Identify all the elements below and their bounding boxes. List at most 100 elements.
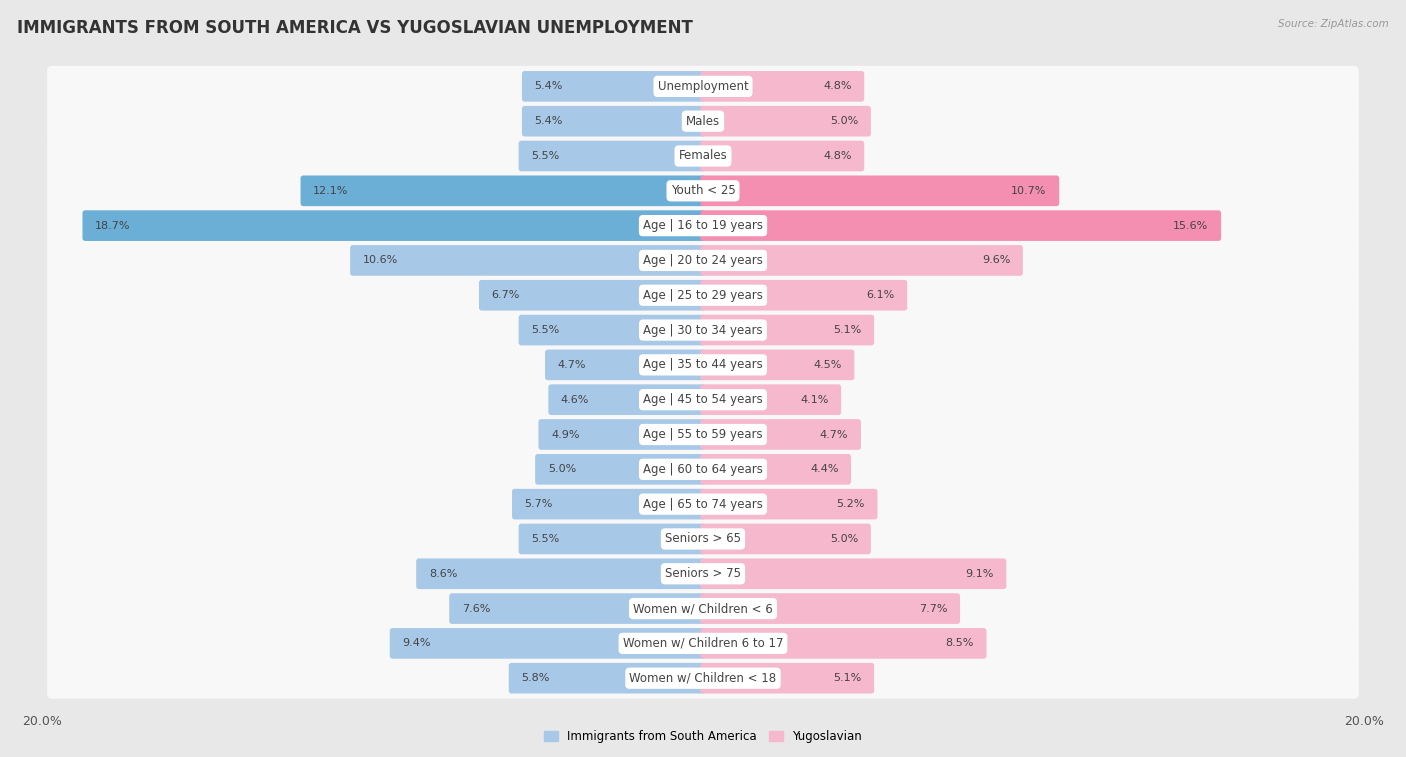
FancyBboxPatch shape <box>700 419 860 450</box>
Text: 4.8%: 4.8% <box>823 81 852 92</box>
FancyBboxPatch shape <box>700 141 865 171</box>
FancyBboxPatch shape <box>48 310 1358 350</box>
Text: 4.8%: 4.8% <box>823 151 852 161</box>
Text: Age | 35 to 44 years: Age | 35 to 44 years <box>643 358 763 372</box>
FancyBboxPatch shape <box>48 553 1358 594</box>
Text: Source: ZipAtlas.com: Source: ZipAtlas.com <box>1278 19 1389 29</box>
FancyBboxPatch shape <box>48 170 1358 211</box>
FancyBboxPatch shape <box>48 205 1358 246</box>
Text: 5.0%: 5.0% <box>830 534 858 544</box>
FancyBboxPatch shape <box>83 210 706 241</box>
FancyBboxPatch shape <box>700 176 1059 206</box>
Text: 4.4%: 4.4% <box>810 464 838 475</box>
FancyBboxPatch shape <box>700 280 907 310</box>
Text: 10.7%: 10.7% <box>1011 185 1046 196</box>
FancyBboxPatch shape <box>700 315 875 345</box>
FancyBboxPatch shape <box>700 385 841 415</box>
Text: 5.4%: 5.4% <box>534 81 562 92</box>
Text: 4.7%: 4.7% <box>558 360 586 370</box>
Text: 5.1%: 5.1% <box>834 325 862 335</box>
FancyBboxPatch shape <box>522 71 706 101</box>
FancyBboxPatch shape <box>350 245 706 276</box>
FancyBboxPatch shape <box>416 559 706 589</box>
Text: IMMIGRANTS FROM SOUTH AMERICA VS YUGOSLAVIAN UNEMPLOYMENT: IMMIGRANTS FROM SOUTH AMERICA VS YUGOSLA… <box>17 19 693 37</box>
FancyBboxPatch shape <box>48 414 1358 455</box>
FancyBboxPatch shape <box>536 454 706 484</box>
Text: 10.6%: 10.6% <box>363 255 398 266</box>
Text: Age | 25 to 29 years: Age | 25 to 29 years <box>643 288 763 302</box>
Text: 5.5%: 5.5% <box>531 534 560 544</box>
FancyBboxPatch shape <box>48 66 1358 107</box>
Text: 5.7%: 5.7% <box>524 499 553 509</box>
Text: 9.6%: 9.6% <box>981 255 1011 266</box>
FancyBboxPatch shape <box>48 623 1358 664</box>
FancyBboxPatch shape <box>479 280 706 310</box>
FancyBboxPatch shape <box>48 484 1358 525</box>
FancyBboxPatch shape <box>509 663 706 693</box>
FancyBboxPatch shape <box>700 454 851 484</box>
FancyBboxPatch shape <box>48 344 1358 385</box>
Text: Age | 20 to 24 years: Age | 20 to 24 years <box>643 254 763 267</box>
Text: 5.5%: 5.5% <box>531 151 560 161</box>
Text: Seniors > 75: Seniors > 75 <box>665 567 741 581</box>
FancyBboxPatch shape <box>522 106 706 136</box>
Text: 6.7%: 6.7% <box>492 290 520 301</box>
Text: Age | 65 to 74 years: Age | 65 to 74 years <box>643 497 763 511</box>
FancyBboxPatch shape <box>519 141 706 171</box>
Text: 5.5%: 5.5% <box>531 325 560 335</box>
FancyBboxPatch shape <box>700 524 870 554</box>
FancyBboxPatch shape <box>700 350 855 380</box>
Text: 4.1%: 4.1% <box>800 394 828 405</box>
FancyBboxPatch shape <box>48 240 1358 281</box>
FancyBboxPatch shape <box>512 489 706 519</box>
FancyBboxPatch shape <box>546 350 706 380</box>
FancyBboxPatch shape <box>48 379 1358 420</box>
Text: 4.5%: 4.5% <box>814 360 842 370</box>
FancyBboxPatch shape <box>700 71 865 101</box>
Text: 7.6%: 7.6% <box>461 603 491 614</box>
FancyBboxPatch shape <box>519 315 706 345</box>
FancyBboxPatch shape <box>700 489 877 519</box>
Text: 5.0%: 5.0% <box>830 116 858 126</box>
Text: Age | 16 to 19 years: Age | 16 to 19 years <box>643 219 763 232</box>
Text: 8.6%: 8.6% <box>429 569 457 579</box>
Text: Age | 60 to 64 years: Age | 60 to 64 years <box>643 463 763 476</box>
FancyBboxPatch shape <box>48 519 1358 559</box>
FancyBboxPatch shape <box>301 176 706 206</box>
Text: 4.6%: 4.6% <box>561 394 589 405</box>
Text: 5.0%: 5.0% <box>548 464 576 475</box>
FancyBboxPatch shape <box>548 385 706 415</box>
Text: 8.5%: 8.5% <box>946 638 974 649</box>
FancyBboxPatch shape <box>48 449 1358 490</box>
Text: 15.6%: 15.6% <box>1173 220 1209 231</box>
FancyBboxPatch shape <box>700 628 987 659</box>
FancyBboxPatch shape <box>700 106 870 136</box>
FancyBboxPatch shape <box>700 559 1007 589</box>
Text: Women w/ Children < 18: Women w/ Children < 18 <box>630 671 776 684</box>
Text: 7.7%: 7.7% <box>920 603 948 614</box>
Text: Women w/ Children < 6: Women w/ Children < 6 <box>633 602 773 615</box>
FancyBboxPatch shape <box>700 245 1022 276</box>
Text: Age | 55 to 59 years: Age | 55 to 59 years <box>643 428 763 441</box>
Text: Unemployment: Unemployment <box>658 80 748 93</box>
FancyBboxPatch shape <box>538 419 706 450</box>
Text: Males: Males <box>686 114 720 128</box>
FancyBboxPatch shape <box>48 275 1358 316</box>
Text: 6.1%: 6.1% <box>866 290 894 301</box>
FancyBboxPatch shape <box>48 658 1358 699</box>
Text: 9.4%: 9.4% <box>402 638 430 649</box>
Text: Women w/ Children 6 to 17: Women w/ Children 6 to 17 <box>623 637 783 650</box>
FancyBboxPatch shape <box>450 593 706 624</box>
FancyBboxPatch shape <box>389 628 706 659</box>
FancyBboxPatch shape <box>48 101 1358 142</box>
Text: Females: Females <box>679 149 727 163</box>
Text: 5.2%: 5.2% <box>837 499 865 509</box>
Text: 9.1%: 9.1% <box>966 569 994 579</box>
Text: 5.4%: 5.4% <box>534 116 562 126</box>
Legend: Immigrants from South America, Yugoslavian: Immigrants from South America, Yugoslavi… <box>538 725 868 747</box>
FancyBboxPatch shape <box>48 588 1358 629</box>
FancyBboxPatch shape <box>700 593 960 624</box>
Text: 5.8%: 5.8% <box>522 673 550 684</box>
FancyBboxPatch shape <box>48 136 1358 176</box>
Text: 5.1%: 5.1% <box>834 673 862 684</box>
